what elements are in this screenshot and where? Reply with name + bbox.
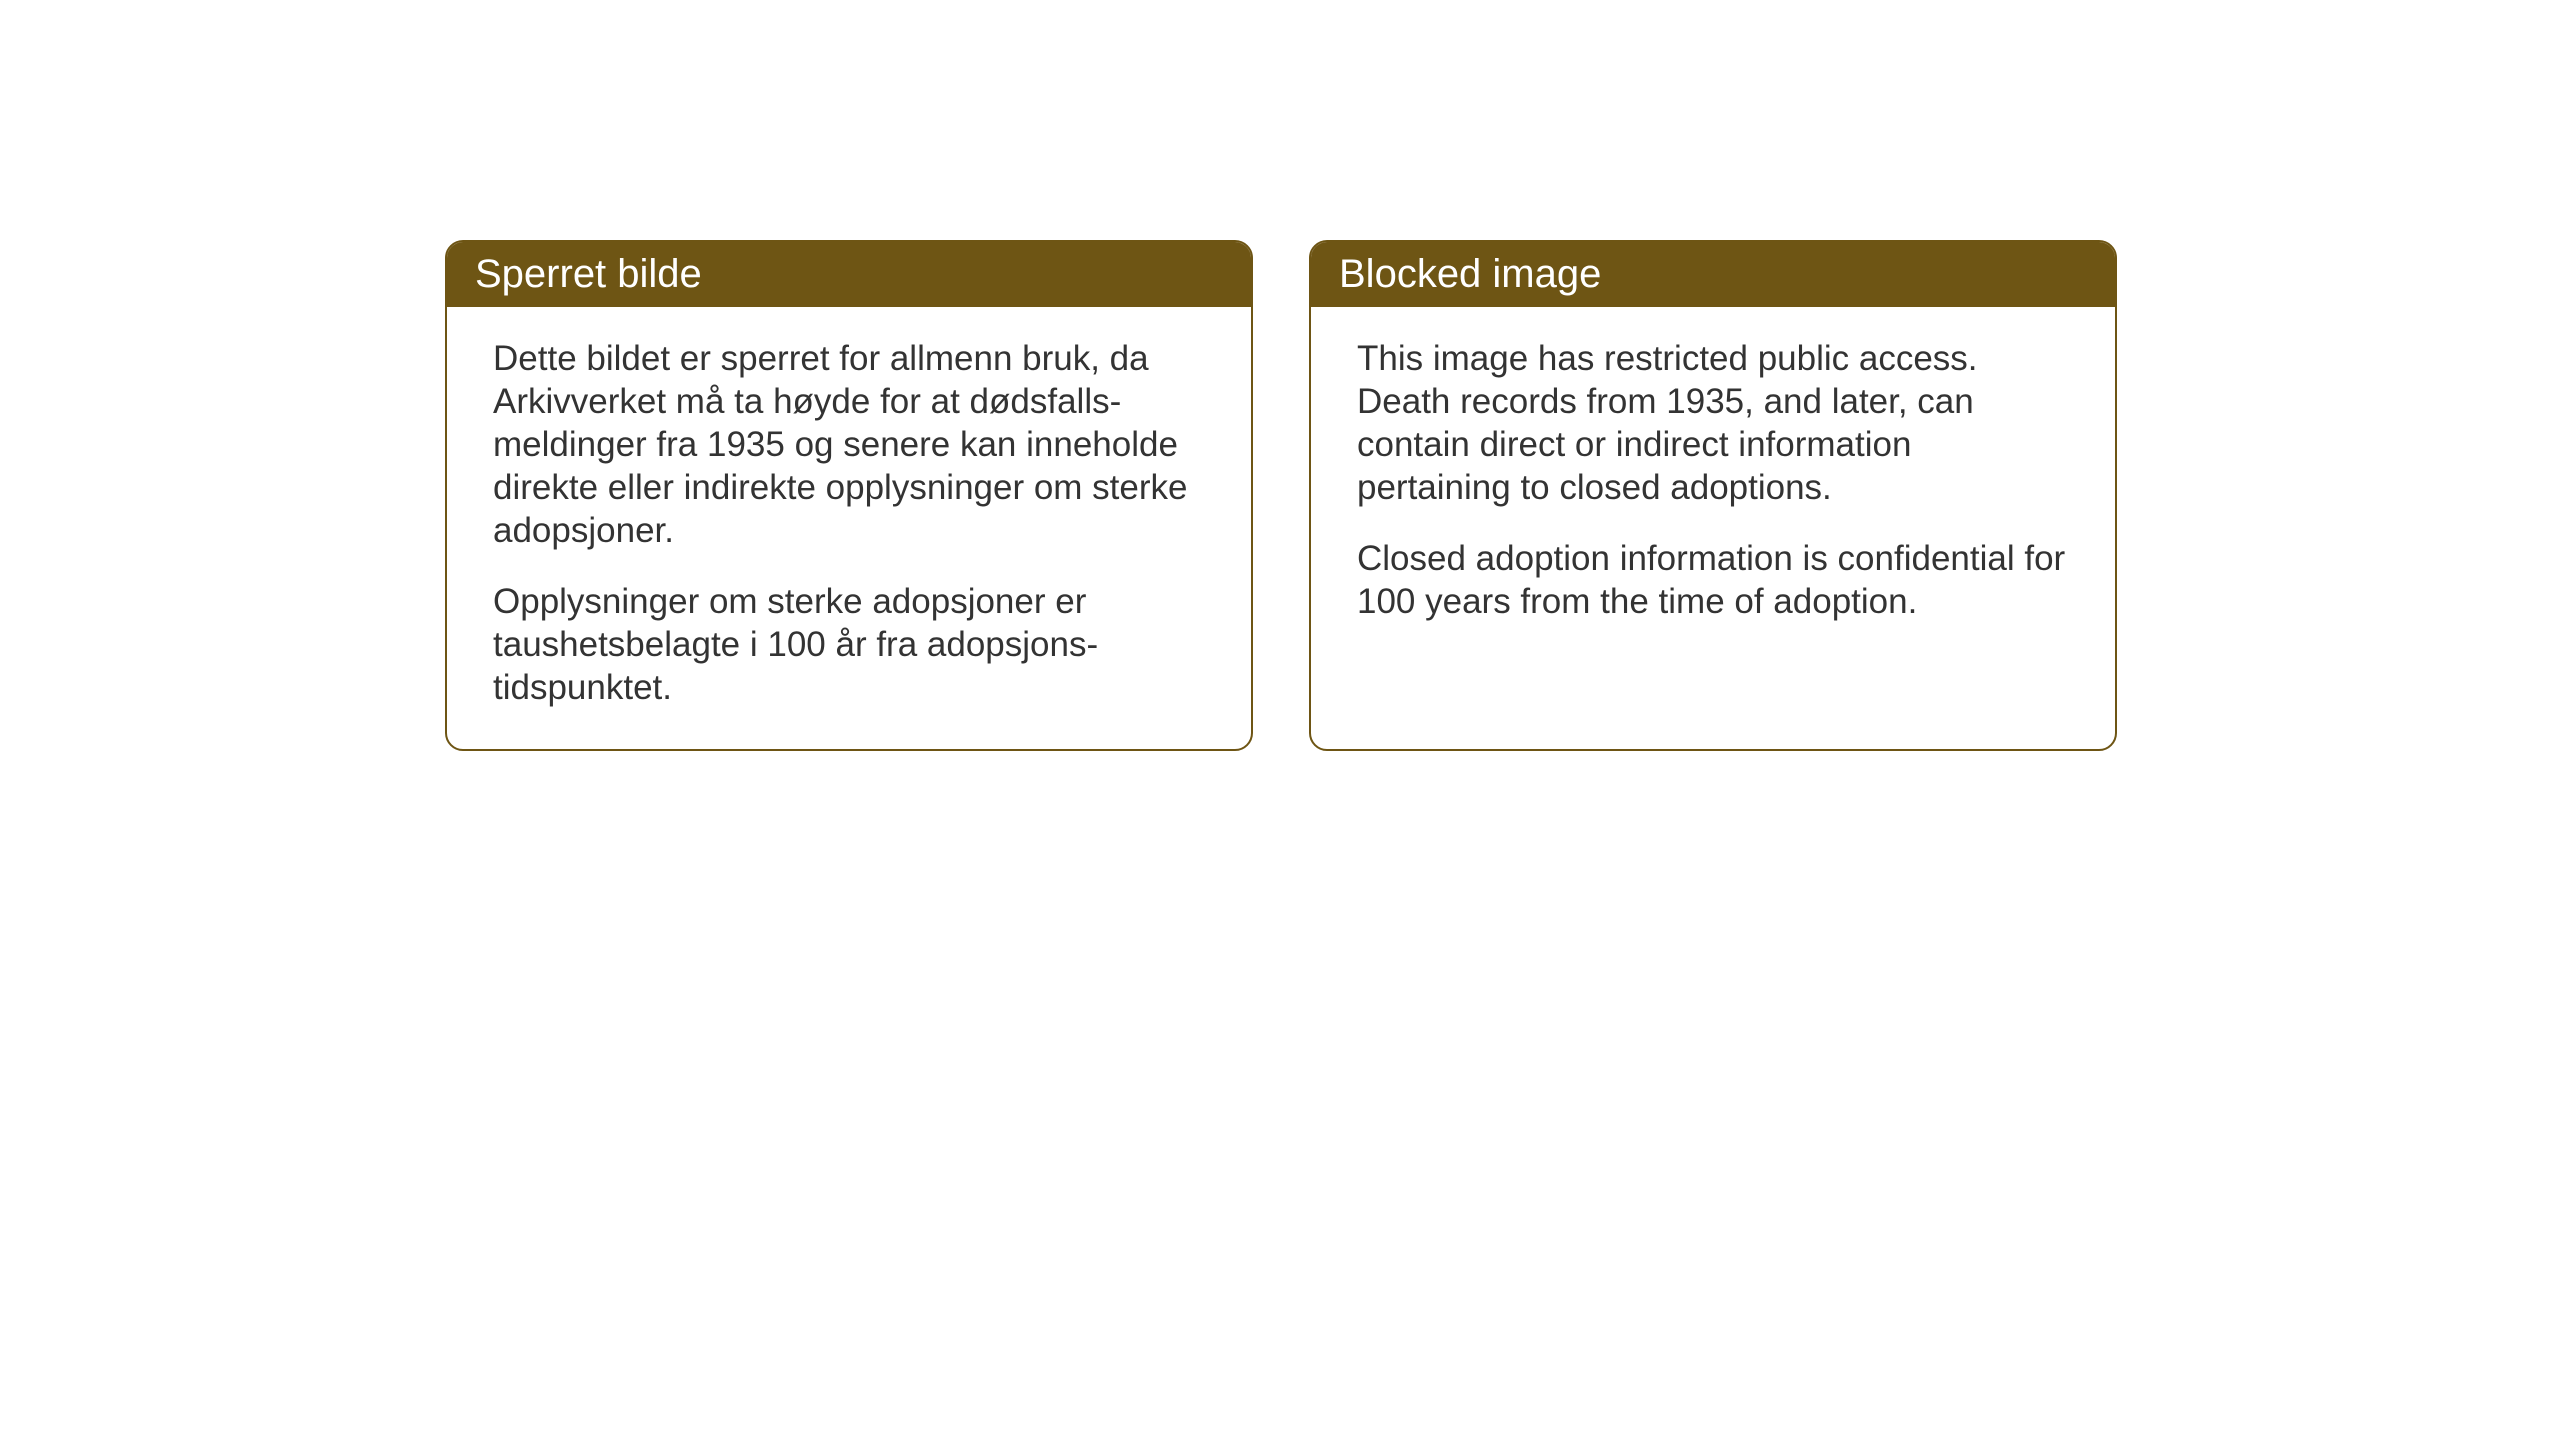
english-card: Blocked image This image has restricted …	[1309, 240, 2117, 751]
norwegian-card: Sperret bilde Dette bildet er sperret fo…	[445, 240, 1253, 751]
english-card-title: Blocked image	[1311, 242, 2115, 307]
norwegian-paragraph-1: Dette bildet er sperret for allmenn bruk…	[493, 337, 1205, 552]
english-paragraph-1: This image has restricted public access.…	[1357, 337, 2069, 509]
norwegian-card-body: Dette bildet er sperret for allmenn bruk…	[447, 307, 1251, 749]
english-paragraph-2: Closed adoption information is confident…	[1357, 537, 2069, 623]
english-card-body: This image has restricted public access.…	[1311, 307, 2115, 663]
cards-container: Sperret bilde Dette bildet er sperret fo…	[445, 240, 2117, 751]
norwegian-card-title: Sperret bilde	[447, 242, 1251, 307]
norwegian-paragraph-2: Opplysninger om sterke adopsjoner er tau…	[493, 580, 1205, 709]
